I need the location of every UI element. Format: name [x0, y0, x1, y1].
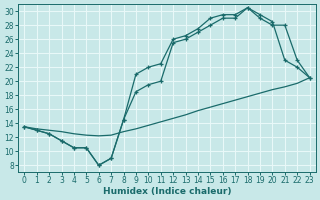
X-axis label: Humidex (Indice chaleur): Humidex (Indice chaleur) — [103, 187, 231, 196]
